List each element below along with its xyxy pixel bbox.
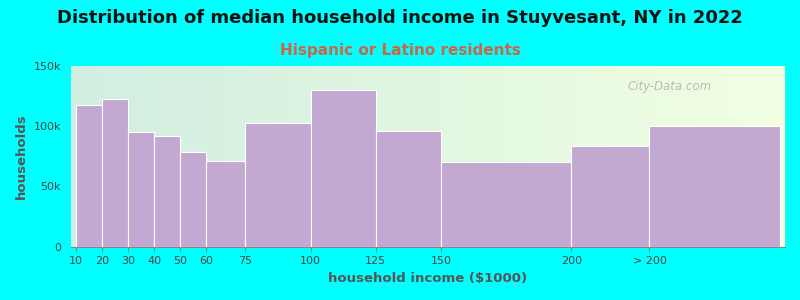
X-axis label: household income ($1000): household income ($1000) (328, 272, 527, 285)
Bar (76, 105, 102, 247)
Bar (571, 146, 650, 247)
Bar (206, 161, 246, 247)
Bar (376, 131, 441, 247)
Text: Hispanic or Latino residents: Hispanic or Latino residents (279, 44, 521, 59)
Text: Distribution of median household income in Stuyvesant, NY in 2022: Distribution of median household income … (57, 9, 743, 27)
Bar (128, 132, 154, 247)
Bar (650, 126, 780, 247)
Bar (180, 152, 206, 247)
Bar (441, 162, 571, 247)
Bar (246, 124, 310, 247)
Bar (154, 136, 180, 247)
Bar (310, 90, 376, 247)
Text: City-Data.com: City-Data.com (628, 80, 712, 93)
Y-axis label: households: households (15, 113, 28, 199)
Bar (102, 99, 128, 247)
